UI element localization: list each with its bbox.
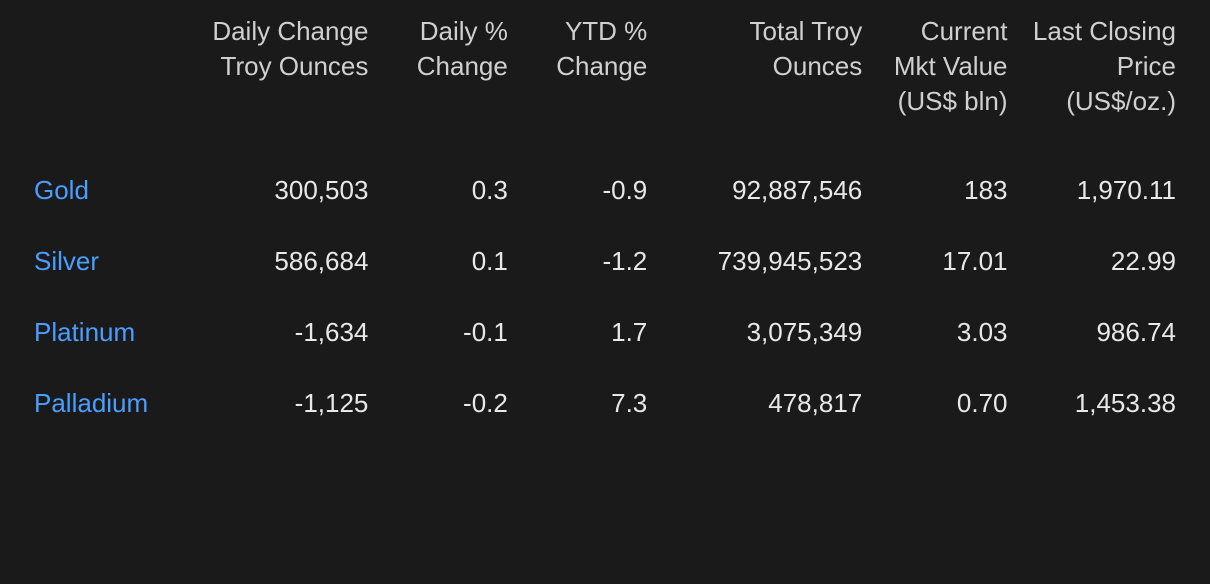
- table-body: Gold 300,503 0.3 -0.9 92,887,546 183 1,9…: [24, 155, 1186, 439]
- cell-daily-pct: 0.1: [378, 226, 517, 297]
- cell-ytd-pct: 7.3: [518, 368, 657, 439]
- header-daily-change: Daily Change Troy Ounces: [198, 8, 378, 155]
- cell-mkt-value: 17.01: [872, 226, 1017, 297]
- table-row: Silver 586,684 0.1 -1.2 739,945,523 17.0…: [24, 226, 1186, 297]
- cell-mkt-value: 3.03: [872, 297, 1017, 368]
- header-mkt-value: Current Mkt Value (US$ bln): [872, 8, 1017, 155]
- cell-mkt-value: 183: [872, 155, 1017, 226]
- cell-daily-pct: -0.2: [378, 368, 517, 439]
- cell-daily-change: 300,503: [198, 155, 378, 226]
- header-total-troy: Total Troy Ounces: [657, 8, 872, 155]
- header-last-close: Last Closing Price (US$/oz.): [1018, 8, 1187, 155]
- cell-ytd-pct: -1.2: [518, 226, 657, 297]
- metal-name-link[interactable]: Platinum: [24, 297, 198, 368]
- cell-daily-pct: 0.3: [378, 155, 517, 226]
- header-daily-pct: Daily % Change: [378, 8, 517, 155]
- metals-table: Daily Change Troy Ounces Daily % Change …: [24, 8, 1186, 439]
- cell-total-troy: 739,945,523: [657, 226, 872, 297]
- cell-daily-pct: -0.1: [378, 297, 517, 368]
- cell-daily-change: -1,634: [198, 297, 378, 368]
- metal-name-link[interactable]: Gold: [24, 155, 198, 226]
- header-ytd-pct: YTD % Change: [518, 8, 657, 155]
- cell-total-troy: 3,075,349: [657, 297, 872, 368]
- metal-name-link[interactable]: Palladium: [24, 368, 198, 439]
- cell-daily-change: -1,125: [198, 368, 378, 439]
- table-row: Palladium -1,125 -0.2 7.3 478,817 0.70 1…: [24, 368, 1186, 439]
- cell-daily-change: 586,684: [198, 226, 378, 297]
- cell-mkt-value: 0.70: [872, 368, 1017, 439]
- cell-ytd-pct: -0.9: [518, 155, 657, 226]
- cell-last-close: 22.99: [1018, 226, 1187, 297]
- cell-total-troy: 478,817: [657, 368, 872, 439]
- metal-name-link[interactable]: Silver: [24, 226, 198, 297]
- cell-last-close: 986.74: [1018, 297, 1187, 368]
- table-row: Gold 300,503 0.3 -0.9 92,887,546 183 1,9…: [24, 155, 1186, 226]
- cell-total-troy: 92,887,546: [657, 155, 872, 226]
- header-name: [24, 8, 198, 155]
- cell-last-close: 1,453.38: [1018, 368, 1187, 439]
- cell-ytd-pct: 1.7: [518, 297, 657, 368]
- table-header: Daily Change Troy Ounces Daily % Change …: [24, 8, 1186, 155]
- table-row: Platinum -1,634 -0.1 1.7 3,075,349 3.03 …: [24, 297, 1186, 368]
- cell-last-close: 1,970.11: [1018, 155, 1187, 226]
